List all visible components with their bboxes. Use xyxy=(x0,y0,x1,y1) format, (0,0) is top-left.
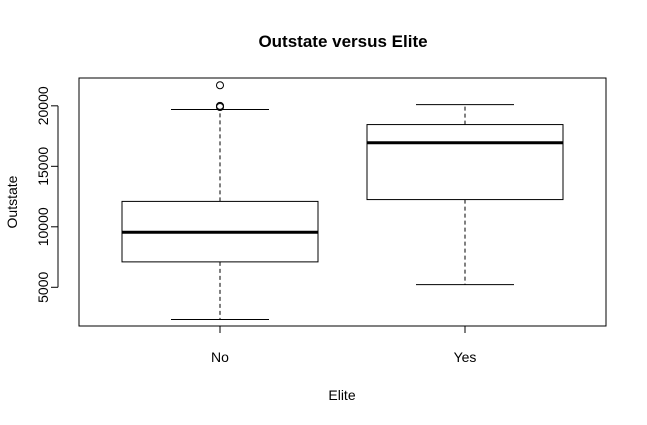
outlier-point xyxy=(216,81,224,90)
y-axis-label: Outstate xyxy=(4,175,20,228)
boxes xyxy=(121,81,564,320)
box-group-yes xyxy=(366,104,564,286)
chart-title: Outstate versus Elite xyxy=(258,32,427,51)
x-tick-label: No xyxy=(211,349,229,365)
x-axis-label: Elite xyxy=(328,387,355,403)
y-tick-label: 10000 xyxy=(35,207,51,246)
x-axis: No Yes xyxy=(211,325,477,365)
y-tick-label: 15000 xyxy=(35,147,51,186)
y-axis: 5000 10000 15000 20000 xyxy=(35,86,59,303)
y-tick-label: 5000 xyxy=(35,272,51,303)
box-group-no xyxy=(121,81,319,320)
y-tick-label: 20000 xyxy=(35,86,51,125)
interquartile-box xyxy=(366,124,564,201)
x-tick-label: Yes xyxy=(454,349,477,365)
outlier-point xyxy=(216,101,224,110)
